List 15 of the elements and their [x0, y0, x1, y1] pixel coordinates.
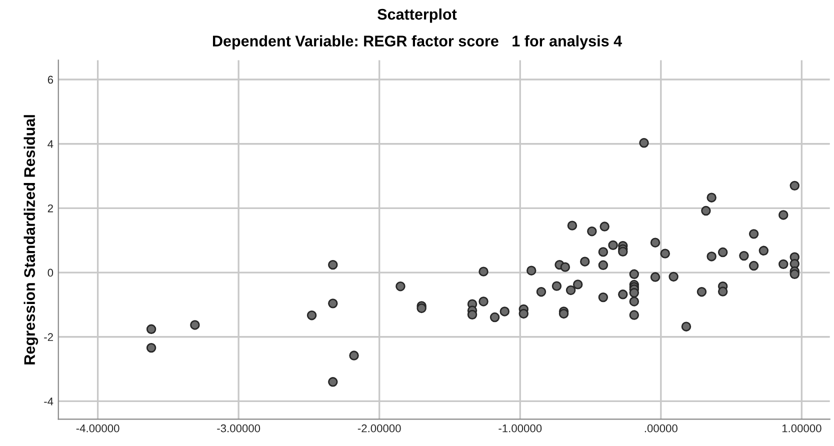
- chart-title: Scatterplot: [378, 8, 457, 23]
- x-tick-label: 1.00000: [782, 424, 822, 432]
- x-tick-label: -2.00000: [358, 424, 401, 432]
- y-tick-label: 4: [48, 140, 54, 148]
- chart-subtitle: Dependent Variable: REGR factor score 1 for analysis 4: [212, 35, 622, 50]
- y-tick-label: -2: [44, 333, 53, 341]
- x-tick-label: -4.00000: [76, 424, 120, 432]
- y-tick-label: 2: [48, 204, 53, 212]
- x-tick-label: -1.00000: [498, 424, 542, 432]
- y-tick-label: -4: [44, 398, 54, 406]
- x-tick-label: -3.00000: [217, 424, 260, 432]
- x-tick-label: .00000: [644, 424, 678, 432]
- y-tick-label: 0: [48, 268, 54, 277]
- y-tick-label: 6: [48, 76, 54, 84]
- y-axis-title: Regression Standardized Residual: [24, 115, 38, 364]
